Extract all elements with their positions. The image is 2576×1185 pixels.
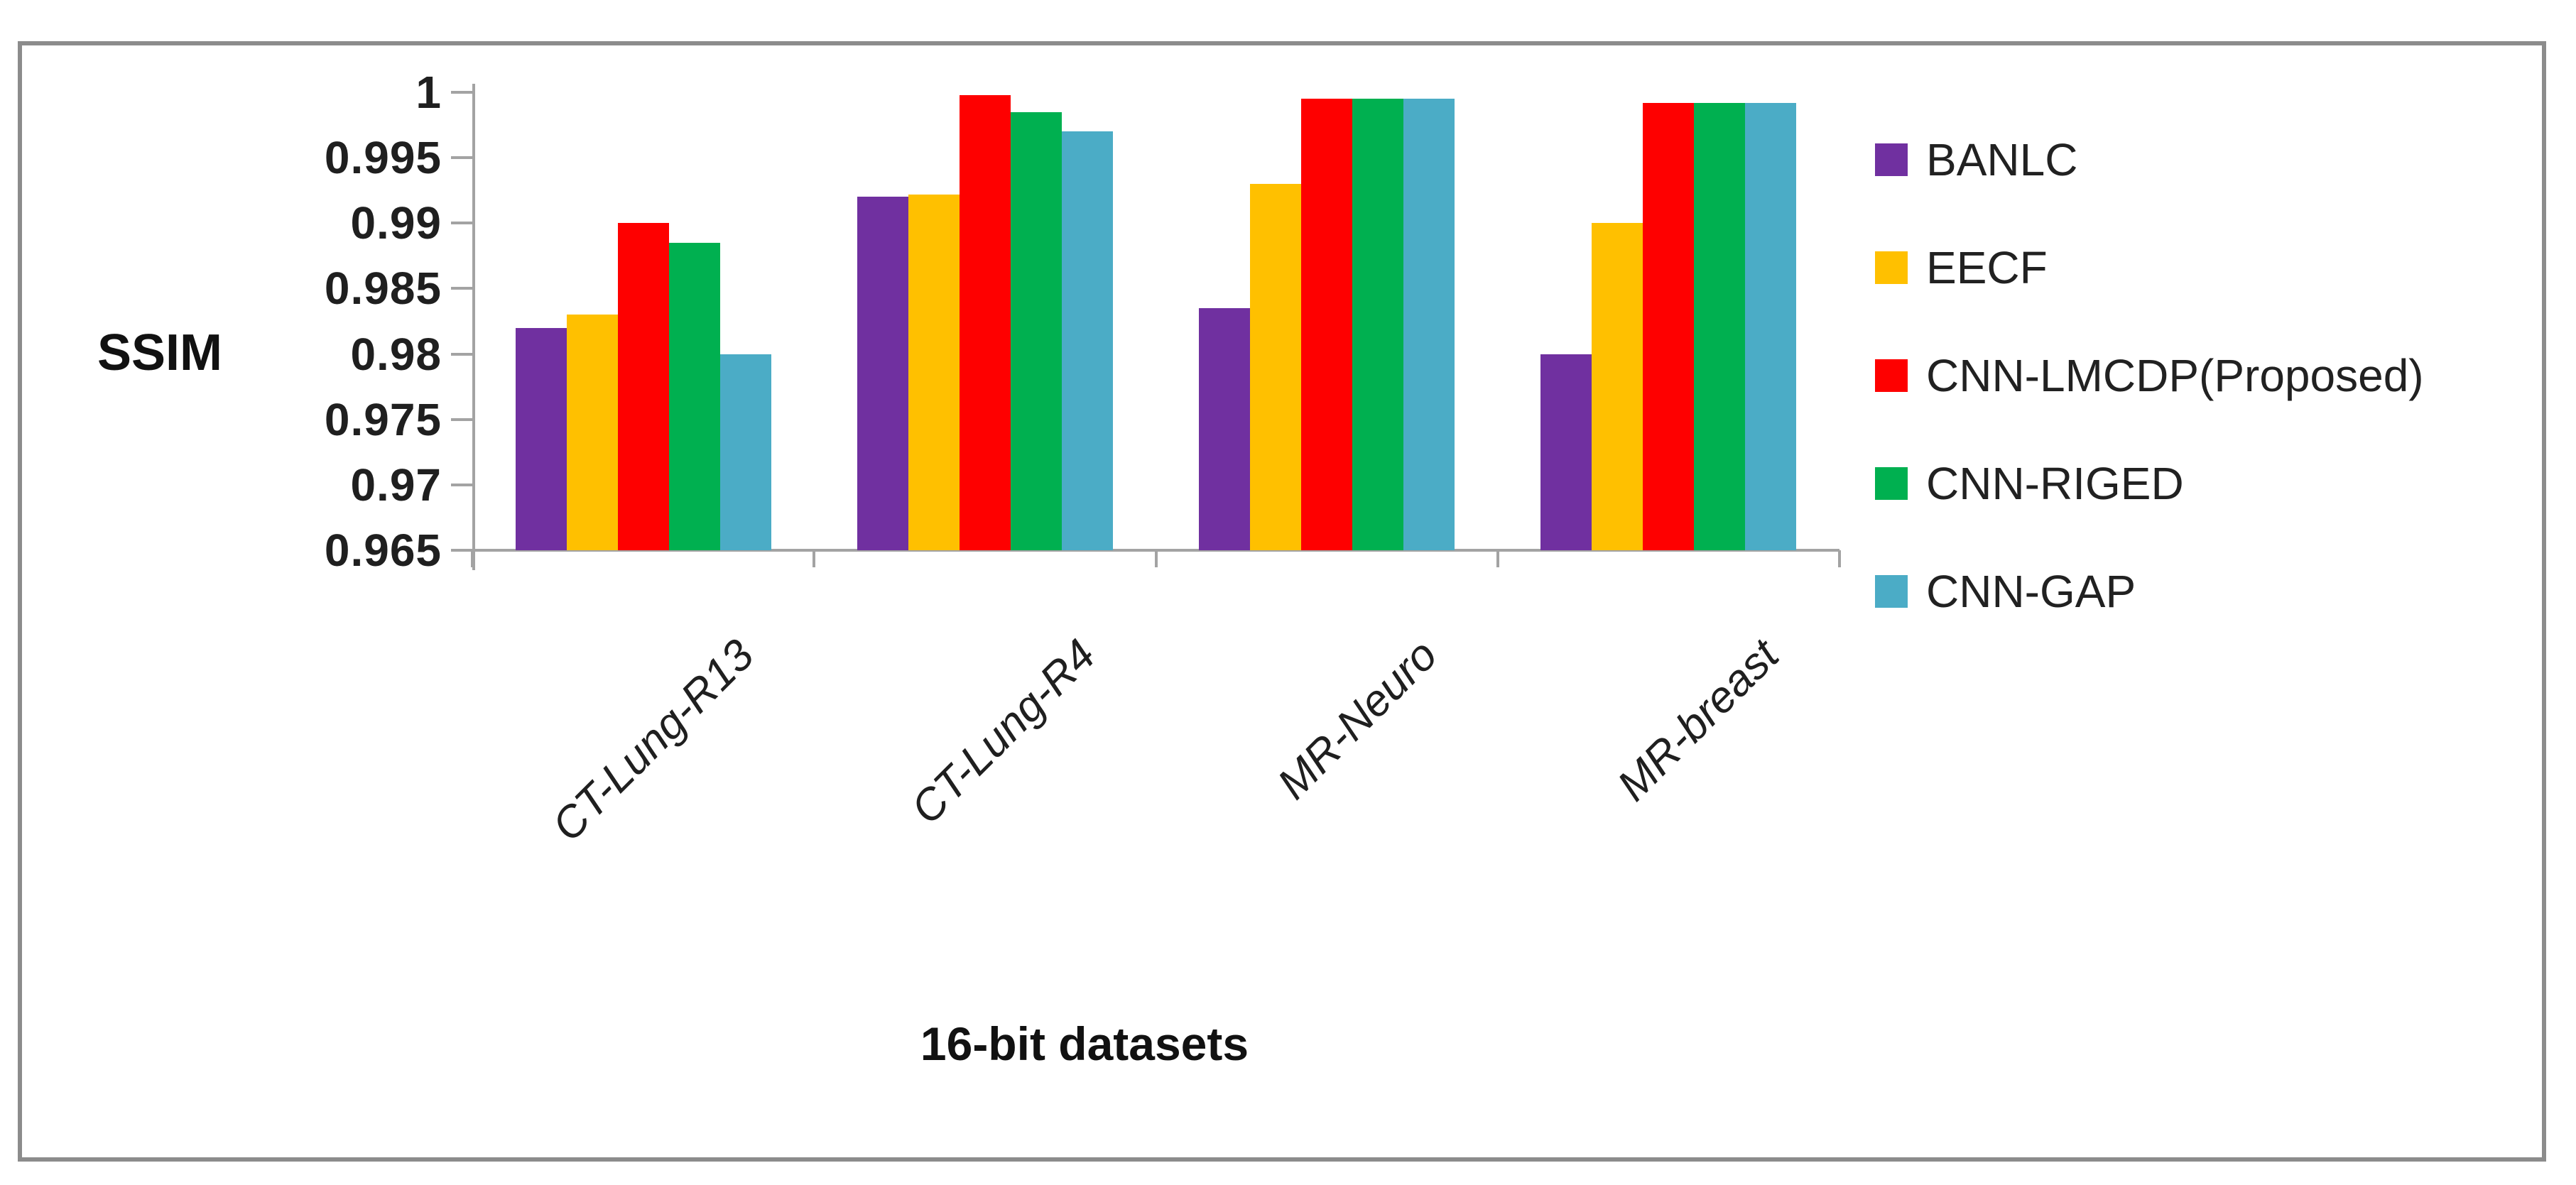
y-axis-tick [451,483,472,486]
x-axis-tick [813,550,816,567]
x-category-label: MR-Neuro [1268,630,1447,809]
bar-eecf-ct-lung-r4 [908,194,960,550]
legend-item: BANLC [1875,133,2077,187]
bar-cnn-gap-mr-neuro [1403,99,1455,550]
bar-eecf-mr-neuro [1250,184,1302,550]
bar-cnn-riged-ct-lung-r13 [668,242,720,550]
y-axis-line [472,84,475,570]
bar-banlc-ct-lung-r13 [515,327,567,550]
y-axis-tick [451,549,472,552]
y-tick-label: 0.975 [324,393,442,445]
bar-cnn-riged-mr-breast [1694,102,1746,550]
legend-label: BANLC [1926,134,2078,185]
x-axis-tick [1838,550,1841,567]
bar-cnn-riged-ct-lung-r4 [1010,111,1062,550]
legend-swatch-cnn-lmcdp-proposed- [1875,359,1908,392]
y-axis-tick [451,287,472,290]
bar-cnn-gap-ct-lung-r4 [1061,131,1113,550]
y-tick-label: 1 [415,67,442,118]
bar-banlc-ct-lung-r4 [857,197,908,550]
bar-banlc-mr-neuro [1199,308,1251,550]
bar-cnn-gap-mr-breast [1745,102,1797,550]
y-tick-label: 0.995 [324,132,442,184]
x-category-label: MR-breast [1608,630,1789,811]
y-tick-label: 0.99 [350,197,442,249]
y-tick-label: 0.965 [324,525,442,576]
legend-item: CNN-GAP [1875,564,2136,618]
legend-label: CNN-LMCDP(Proposed) [1926,350,2424,401]
x-category-label: CT-Lung-R4 [901,630,1105,834]
bar-cnn-lmcdp-proposed--mr-breast [1643,102,1695,550]
x-category-label: CT-Lung-R13 [543,630,763,851]
bar-cnn-riged-mr-neuro [1352,99,1404,550]
y-axis-tick [451,91,472,94]
y-axis-tick [451,417,472,421]
legend-swatch-cnn-gap [1875,575,1908,608]
y-tick-label: 0.985 [324,263,442,315]
bar-banlc-mr-breast [1540,354,1592,550]
y-axis-tick [451,352,472,356]
legend-item: CNN-RIGED [1875,457,2184,510]
legend-item: EECF [1875,241,2048,295]
bar-eecf-ct-lung-r13 [566,315,618,550]
legend-swatch-banlc [1875,143,1908,176]
y-axis-tick [451,222,472,225]
x-axis-tick [1154,550,1158,567]
y-axis-title: SSIM [97,324,223,381]
legend-swatch-cnn-riged [1875,467,1908,500]
bar-cnn-lmcdp-proposed--mr-neuro [1301,99,1353,550]
x-axis-tick [471,550,474,567]
legend: BANLC EECF CNN-LMCDP(Proposed) CNN-RIGED CNN… [1875,0,2550,710]
legend-item: CNN-LMCDP(Proposed) [1875,349,2424,403]
legend-label: CNN-RIGED [1926,458,2184,509]
legend-swatch-eecf [1875,251,1908,284]
x-axis-title: 16-bit datasets [920,1017,1249,1070]
bar-eecf-mr-breast [1592,223,1643,550]
bar-cnn-lmcdp-proposed--ct-lung-r4 [959,94,1011,550]
bar-cnn-gap-ct-lung-r13 [719,354,771,550]
legend-label: CNN-GAP [1926,566,2136,617]
x-axis-tick [1496,550,1499,567]
legend-label: EECF [1926,242,2048,293]
y-tick-label: 0.98 [350,328,442,380]
bar-cnn-lmcdp-proposed--ct-lung-r13 [617,223,669,550]
y-axis-tick [451,156,472,160]
y-tick-label: 0.97 [350,459,442,510]
